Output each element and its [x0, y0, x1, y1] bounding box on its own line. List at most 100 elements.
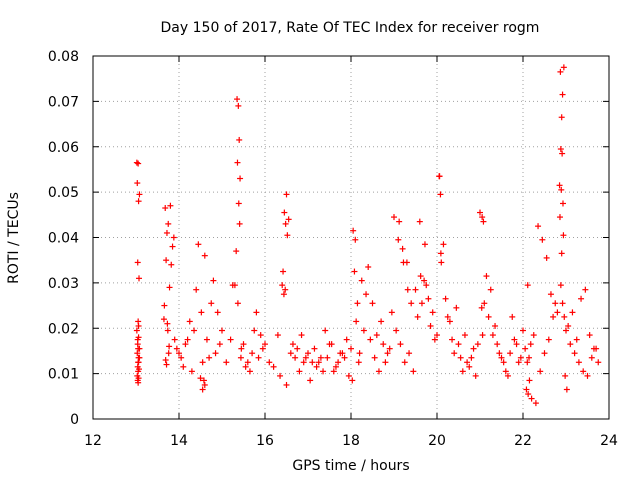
- x-tick-label: 16: [256, 433, 274, 449]
- data-point: [470, 345, 477, 352]
- data-point: [199, 386, 206, 393]
- data-point: [563, 327, 569, 334]
- data-point: [270, 363, 277, 370]
- data-point: [305, 350, 311, 357]
- data-point: [216, 341, 223, 348]
- data-point: [244, 359, 251, 366]
- data-point: [421, 277, 428, 284]
- grid-lines: [93, 56, 609, 419]
- data-point: [363, 291, 370, 298]
- data-point: [238, 345, 245, 352]
- data-point: [421, 241, 428, 248]
- data-point: [391, 214, 397, 221]
- data-point: [136, 275, 143, 282]
- x-tick-label: 18: [342, 433, 360, 449]
- data-point: [380, 341, 387, 348]
- data-point: [133, 159, 140, 166]
- data-point: [513, 341, 520, 348]
- data-point: [167, 202, 174, 209]
- data-point: [355, 359, 362, 366]
- data-point: [474, 341, 481, 348]
- data-point: [416, 218, 423, 225]
- data-point: [468, 354, 475, 361]
- x-axis-label: GPS time / hours: [292, 458, 409, 474]
- data-point: [545, 336, 552, 343]
- data-point: [567, 341, 574, 348]
- data-point: [164, 320, 171, 327]
- data-point: [280, 291, 287, 298]
- y-tick-labels: 0 0.01 0.02 0.03 0.04 0.05 0.06 0.07 0.08: [48, 49, 79, 428]
- data-point: [559, 150, 566, 157]
- data-point: [200, 377, 207, 384]
- data-point: [543, 254, 550, 261]
- data-point: [479, 214, 486, 221]
- data-point: [404, 286, 411, 293]
- data-point: [300, 359, 307, 366]
- data-point: [136, 191, 143, 198]
- chart-title: Day 150 of 2017, Rate Of TEC Index for r…: [161, 20, 540, 36]
- data-point: [457, 354, 464, 361]
- data-point: [478, 304, 485, 311]
- data-point: [201, 381, 208, 388]
- data-point: [446, 318, 453, 325]
- data-point: [442, 295, 449, 302]
- data-point: [489, 332, 496, 339]
- data-point: [423, 282, 430, 289]
- data-point: [595, 359, 602, 366]
- data-point: [251, 327, 258, 334]
- data-point: [234, 300, 241, 307]
- data-point: [162, 205, 169, 212]
- data-point: [255, 354, 262, 361]
- data-point: [575, 359, 582, 366]
- data-point: [186, 318, 193, 325]
- data-point: [552, 300, 559, 307]
- data-point: [571, 350, 578, 357]
- data-point: [353, 318, 360, 325]
- data-point: [561, 313, 568, 320]
- data-point: [406, 350, 413, 357]
- data-point: [436, 173, 443, 180]
- data-point: [235, 102, 242, 109]
- data-point: [584, 372, 591, 379]
- y-tick-label: 0: [70, 412, 79, 428]
- data-point: [214, 309, 221, 316]
- data-point: [386, 345, 393, 352]
- data-point: [384, 350, 391, 357]
- data-point: [237, 354, 244, 361]
- data-point: [356, 350, 363, 357]
- data-point: [525, 391, 532, 398]
- data-point: [341, 354, 348, 361]
- x-tick-label: 22: [514, 433, 532, 449]
- data-point: [313, 363, 320, 370]
- data-point: [184, 336, 191, 343]
- data-point: [289, 341, 296, 348]
- data-point: [176, 350, 182, 357]
- data-point: [459, 368, 466, 375]
- data-point: [400, 259, 407, 266]
- data-point: [349, 377, 356, 384]
- data-point: [135, 359, 142, 366]
- data-point: [487, 286, 494, 293]
- data-point: [485, 313, 492, 320]
- data-point: [233, 248, 240, 255]
- x-tick-label: 20: [428, 433, 446, 449]
- data-point: [165, 350, 172, 357]
- data-point: [515, 359, 522, 366]
- data-point: [526, 354, 533, 361]
- data-point: [523, 386, 530, 393]
- data-point: [412, 286, 419, 293]
- data-point: [532, 400, 539, 407]
- data-point: [565, 322, 572, 329]
- data-point: [285, 216, 292, 223]
- data-point: [262, 341, 268, 348]
- data-point: [350, 227, 357, 234]
- data-point: [135, 160, 142, 167]
- data-point: [434, 332, 440, 339]
- y-tick-label: 0.05: [48, 185, 79, 201]
- data-point: [240, 341, 247, 348]
- data-point: [388, 309, 395, 316]
- data-point: [309, 359, 316, 366]
- data-point: [135, 379, 142, 386]
- data-point: [580, 368, 587, 375]
- data-point: [373, 332, 380, 339]
